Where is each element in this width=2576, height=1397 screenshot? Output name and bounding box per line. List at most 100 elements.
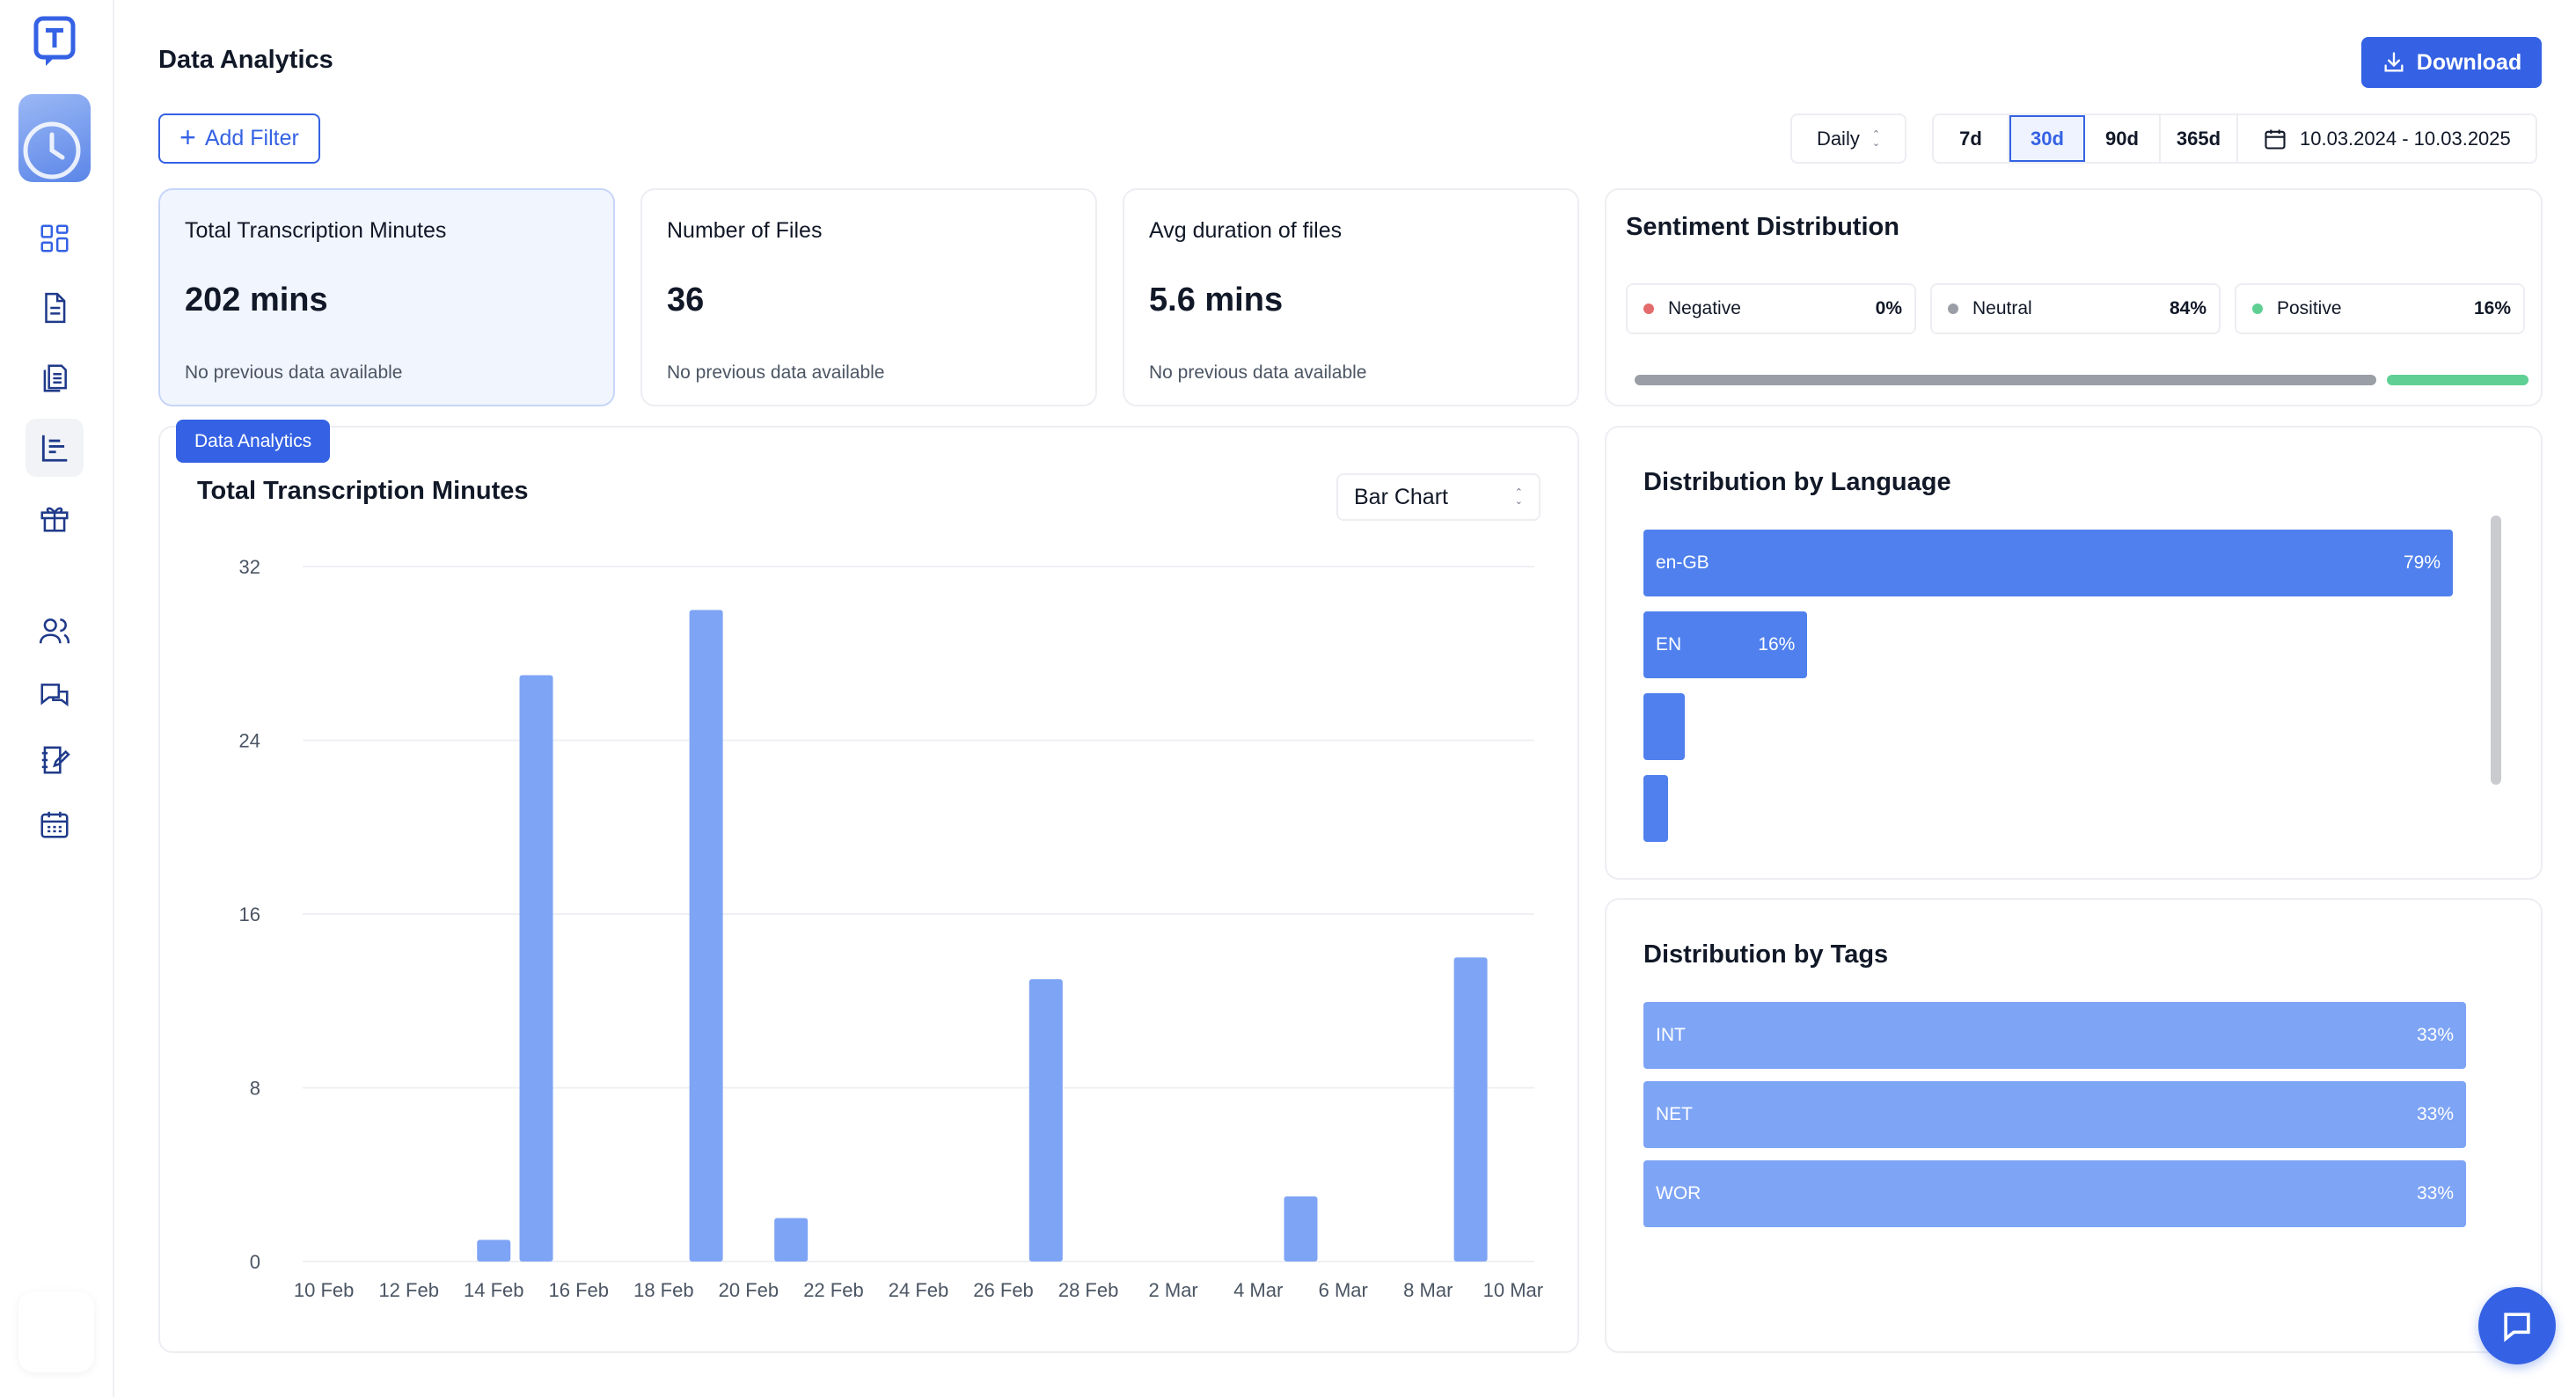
document-icon[interactable] — [26, 279, 84, 337]
chevron-updown-icon: ⌃ ⌄ — [1514, 487, 1523, 507]
date-range-group: 7d 30d 90d 365d 10.03.2024 - 10.03.2025 — [1932, 113, 2537, 164]
x-tick-label: 8 Mar — [1403, 1279, 1453, 1301]
stat-card-avg-duration[interactable]: Avg duration of files 5.6 mins No previo… — [1123, 188, 1579, 406]
tag-bar[interactable]: INT 33% — [1643, 1002, 2466, 1069]
bar — [774, 1218, 809, 1262]
tag-bar[interactable]: NET 33% — [1643, 1081, 2466, 1148]
stat-card-number-of-files[interactable]: Number of Files 36 No previous data avai… — [640, 188, 1097, 406]
x-tick-label: 24 Feb — [889, 1279, 949, 1301]
chat-support-button[interactable] — [2478, 1287, 2556, 1364]
range-30d-button[interactable]: 30d — [2009, 115, 2085, 162]
stat-label: Avg duration of files — [1149, 218, 1343, 243]
tags-distribution-card: Distribution by Tags INT 33% NET 33% WOR 33% — [1605, 898, 2543, 1353]
sentiment-chip-positive: Positive 16% — [2235, 283, 2525, 334]
x-tick-label: 18 Feb — [633, 1279, 694, 1301]
tag-bar[interactable]: WOR 33% — [1643, 1160, 2466, 1227]
chat-icon[interactable] — [26, 667, 84, 725]
sentiment-label: Negative — [1668, 298, 1741, 318]
chart-section-tag: Data Analytics — [176, 420, 331, 463]
y-tick-label: 8 — [250, 1078, 260, 1100]
x-tick-label: 20 Feb — [719, 1279, 779, 1301]
transcription-chart-card: Total Transcription Minutes Bar Chart ⌃ ⌄… — [158, 426, 1579, 1353]
page-title: Data Analytics — [158, 46, 333, 74]
bar — [689, 610, 723, 1262]
x-tick-label: 6 Mar — [1319, 1279, 1368, 1301]
stat-label: Total Transcription Minutes — [185, 218, 447, 243]
plus-icon: + — [179, 121, 196, 153]
tags-title: Distribution by Tags — [1643, 940, 1889, 969]
sidebar-profile-widget[interactable] — [18, 1291, 94, 1372]
timer-widget-icon[interactable] — [18, 94, 91, 182]
range-365d-button[interactable]: 365d — [2161, 115, 2238, 162]
stat-note: No previous data available — [667, 362, 885, 383]
positive-dot-icon — [2252, 304, 2263, 314]
stat-note: No previous data available — [1149, 362, 1367, 383]
language-title: Distribution by Language — [1643, 468, 1951, 496]
chart-type-value: Bar Chart — [1354, 484, 1448, 509]
stat-card-total-minutes[interactable]: Total Transcription Minutes 202 mins No … — [158, 188, 615, 406]
language-bar-label: EN — [1656, 634, 1682, 655]
stat-value: 202 mins — [185, 282, 328, 318]
sentiment-chip-negative: Negative 0% — [1626, 283, 1916, 334]
analytics-icon[interactable] — [26, 419, 84, 477]
calendar-icon[interactable] — [26, 795, 84, 853]
gift-icon[interactable] — [26, 489, 84, 547]
date-range-value: 10.03.2024 - 10.03.2025 — [2300, 127, 2511, 150]
stat-label: Number of Files — [667, 218, 823, 243]
sentiment-title: Sentiment Distribution — [1626, 213, 1899, 241]
notebook-edit-icon[interactable] — [26, 731, 84, 789]
users-icon[interactable] — [26, 602, 84, 660]
language-bar-pct: 16% — [1758, 634, 1796, 655]
sentiment-label: Positive — [2277, 298, 2342, 318]
y-tick-label: 32 — [239, 556, 260, 578]
language-scrollbar[interactable] — [2491, 516, 2501, 785]
add-filter-button[interactable]: + Add Filter — [158, 113, 320, 164]
sentiment-card: Sentiment Distribution Negative 0% Neutr… — [1605, 188, 2543, 406]
chart-title: Total Transcription Minutes — [197, 477, 529, 505]
x-tick-label: 10 Mar — [1483, 1279, 1543, 1301]
dashboard-icon[interactable] — [26, 209, 84, 267]
x-tick-label: 26 Feb — [973, 1279, 1034, 1301]
y-tick-label: 16 — [239, 903, 260, 925]
bar-chart: 0 8 16 24 32 10 Feb 12 Feb 14 Feb 16 Feb 18 Feb 20… — [239, 556, 1544, 1301]
sidebar — [0, 0, 114, 1397]
range-7d-button[interactable]: 7d — [1934, 115, 2009, 162]
sentiment-label: Neutral — [1972, 298, 2032, 318]
sentiment-pct: 84% — [2169, 298, 2206, 318]
tag-bar-label: WOR — [1656, 1183, 1701, 1203]
sentiment-pct: 16% — [2473, 298, 2511, 318]
app-logo-icon[interactable] — [33, 16, 76, 69]
language-bar[interactable] — [1643, 775, 1668, 842]
documents-stack-icon[interactable] — [26, 349, 84, 407]
sentiment-bar-segment — [1635, 375, 2377, 385]
tag-bar-label: NET — [1656, 1104, 1693, 1124]
download-icon — [2384, 52, 2404, 72]
language-bar[interactable] — [1643, 693, 1685, 760]
sentiment-chip-neutral: Neutral 84% — [1930, 283, 2221, 334]
x-tick-label: 28 Feb — [1058, 1279, 1119, 1301]
date-range-picker[interactable]: 10.03.2024 - 10.03.2025 — [2238, 115, 2536, 162]
negative-dot-icon — [1643, 304, 1654, 314]
add-filter-label: Add Filter — [204, 126, 299, 150]
language-bar-pct: 79% — [2403, 552, 2441, 573]
sentiment-bar-segment — [2387, 375, 2528, 385]
stat-note: No previous data available — [185, 362, 403, 383]
interval-select[interactable]: Daily ⌃ ⌄ — [1790, 113, 1906, 164]
range-90d-button[interactable]: 90d — [2085, 115, 2161, 162]
tag-bar-pct: 33% — [2416, 1183, 2454, 1203]
language-bar-label: en-GB — [1656, 552, 1709, 573]
bar — [1028, 979, 1063, 1262]
download-button[interactable]: Download — [2361, 37, 2542, 88]
y-tick-label: 24 — [239, 730, 260, 752]
neutral-dot-icon — [1948, 304, 1958, 314]
bar — [1284, 1196, 1318, 1262]
language-bar[interactable]: en-GB 79% — [1643, 530, 2453, 596]
sentiment-pct: 0% — [1875, 298, 1902, 318]
interval-value: Daily — [1816, 127, 1860, 150]
x-tick-label: 10 Feb — [294, 1279, 355, 1301]
tag-bar-pct: 33% — [2416, 1025, 2454, 1045]
language-bar[interactable]: EN 16% — [1643, 611, 1808, 678]
tag-bar-pct: 33% — [2416, 1104, 2454, 1124]
stat-value: 36 — [667, 282, 705, 318]
chart-type-select[interactable]: Bar Chart ⌃ ⌄ — [1336, 473, 1540, 521]
